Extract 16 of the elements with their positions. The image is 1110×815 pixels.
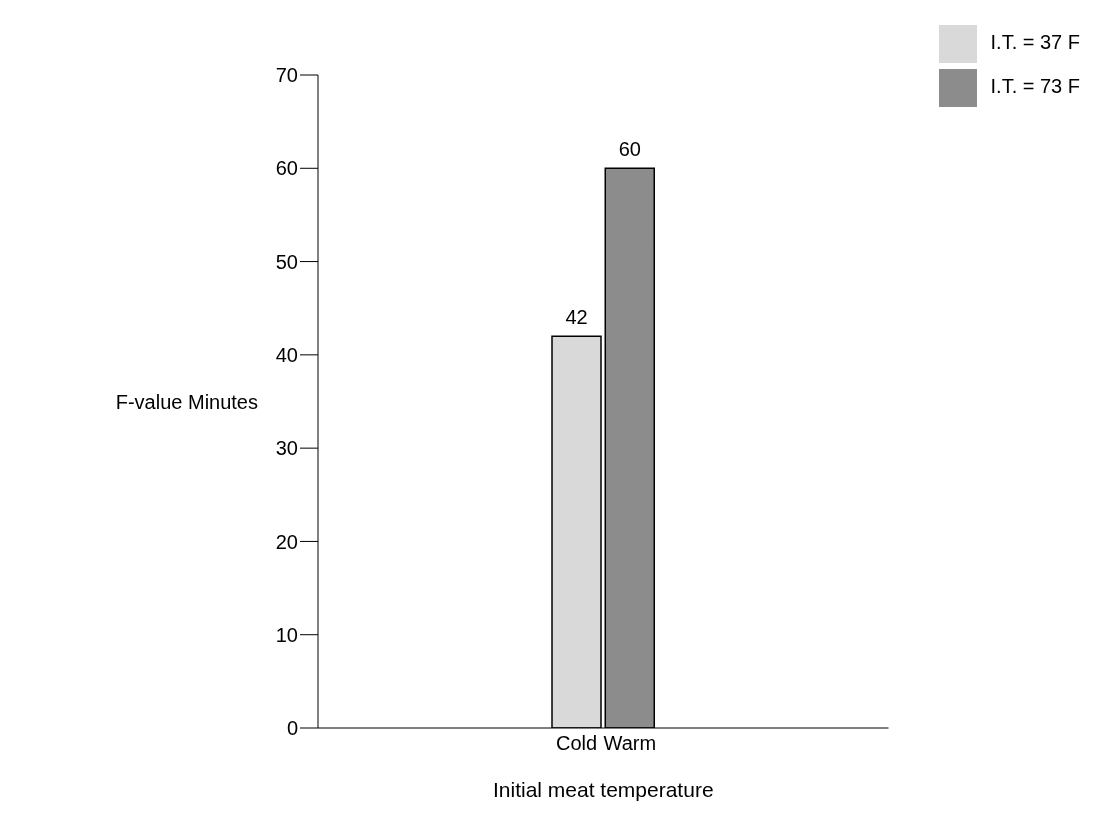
y-tick-label: 30 bbox=[275, 437, 298, 460]
y-tick-label: 20 bbox=[275, 530, 298, 553]
x-tick-label: Cold bbox=[556, 732, 598, 755]
y-axis-title: F-value Minutes bbox=[115, 390, 258, 413]
y-tick-label: 10 bbox=[275, 623, 298, 646]
y-tick-label: 70 bbox=[275, 64, 298, 87]
legend-label: I.T. = 73 F bbox=[990, 75, 1080, 97]
legend-label: I.T. = 37 F bbox=[990, 31, 1080, 53]
y-tick-label: 40 bbox=[275, 343, 298, 366]
x-tick-label: Warm bbox=[603, 732, 657, 755]
x-axis-title: Initial meat temperature bbox=[492, 778, 714, 801]
data-label: 42 bbox=[565, 306, 588, 329]
y-tick-label: 60 bbox=[275, 157, 298, 180]
y-tick-label: 50 bbox=[275, 250, 298, 273]
y-tick-label: 0 bbox=[286, 717, 298, 740]
data-label: 60 bbox=[618, 138, 641, 161]
